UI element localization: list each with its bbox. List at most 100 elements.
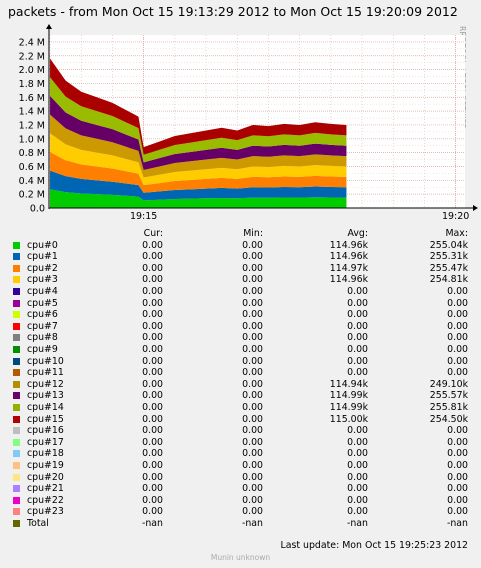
legend-avg: 0.00 [347,297,368,309]
legend-row: cpu#6 0.00 0.00 0.00 0.00 [0,309,481,321]
legend-min: 0.00 [242,448,263,460]
legend-min: 0.00 [242,471,263,483]
legend-min: 0.00 [242,378,263,390]
series-area [50,114,347,178]
legend-name: cpu#9 [27,344,58,355]
y-tick-label: 1.0 M [19,134,45,145]
legend-min: 0.00 [242,460,263,471]
legend-swatch [13,473,20,481]
legend-avg: 0.00 [347,344,368,355]
legend-cur: 0.00 [142,506,163,518]
legend-header-cur: Cur: [143,228,163,239]
legend-min: 0.00 [242,355,263,367]
y-tick-label: 1.4 M [19,107,45,118]
legend-swatch [13,404,20,411]
legend-cur: 0.00 [142,320,163,332]
legend-name: cpu#2 [27,262,58,274]
legend-avg: -nan [346,518,368,529]
legend-row: cpu#11 0.00 0.00 0.00 0.00 [0,367,481,379]
legend-min: 0.00 [242,309,263,321]
series-area [50,58,347,155]
legend-avg: 0.00 [347,286,368,297]
legend-name: cpu#13 [27,390,64,402]
y-tick-label: 2.2 M [19,51,45,62]
y-axis-arrow [46,24,52,29]
legend-swatch [13,508,20,516]
legend-max: 0.00 [447,471,468,483]
legend-cur: 0.00 [142,413,163,425]
legend-min: 0.00 [242,344,263,355]
legend-name: cpu#22 [27,494,64,506]
legend-max: 0.00 [447,448,468,460]
legend-swatch [13,450,20,458]
legend-name: cpu#14 [27,402,64,413]
y-tick-label: 0.8 M [19,148,45,159]
legend-max: 255.57k [429,390,468,402]
legend-cur: 0.00 [142,483,163,495]
legend-min: 0.00 [242,239,263,251]
legend-max: -nan [446,518,468,529]
legend-swatch [13,322,20,330]
series-area [50,189,347,208]
legend-cur: 0.00 [142,494,163,506]
legend-max: 0.00 [447,483,468,495]
legend-min: 0.00 [242,390,263,402]
legend-row: cpu#3 0.00 0.00 114.96k 254.81k [0,274,481,286]
legend-avg: 0.00 [347,436,368,448]
legend-min: 0.00 [242,274,263,286]
legend-cur: 0.00 [142,309,163,321]
legend-swatch [13,311,20,319]
legend-avg: 0.00 [347,425,368,437]
legend-swatch [13,392,20,400]
legend-min: -nan [241,518,263,529]
legend-avg: 114.94k [329,378,368,390]
legend-row: cpu#2 0.00 0.00 114.97k 255.47k [0,263,481,275]
legend-name: cpu#11 [27,367,64,379]
legend-row: cpu#17 0.00 0.00 0.00 0.00 [0,437,481,449]
legend-row: cpu#0 0.00 0.00 114.96k 255.04k [0,240,481,252]
legend-row: cpu#18 0.00 0.00 0.00 0.00 [0,448,481,460]
series-area [50,170,347,201]
legend-cur: 0.00 [142,436,163,448]
series-area [50,95,347,170]
legend-avg: 114.97k [329,262,368,274]
legend-name: cpu#3 [27,274,58,286]
legend-avg: 114.99k [329,402,368,413]
legend-min: 0.00 [242,436,263,448]
legend-avg: 115.00k [329,413,368,425]
legend-row: cpu#21 0.00 0.00 0.00 0.00 [0,483,481,495]
x-tick-label: 19:15 [130,211,157,222]
legend-name: cpu#5 [27,297,58,309]
series-area [50,77,347,163]
legend-swatch [13,288,20,295]
legend-cur: 0.00 [142,239,163,251]
legend-row: cpu#16 0.00 0.00 0.00 0.00 [0,425,481,437]
legend-max: 255.31k [429,251,468,263]
legend-avg: 0.00 [347,332,368,344]
legend-swatch [13,276,20,284]
legend-name: cpu#17 [27,436,64,448]
legend-min: 0.00 [242,413,263,425]
legend-cur: 0.00 [142,448,163,460]
legend-avg: 114.96k [329,251,368,263]
last-update: Last update: Mon Oct 15 19:25:23 2012 [280,540,468,551]
legend-name: cpu#0 [27,239,58,251]
y-tick-label: 0.0 [30,204,45,215]
legend-max: 0.00 [447,332,468,344]
legend-min: 0.00 [242,425,263,437]
legend-avg: 0.00 [347,483,368,495]
legend-avg: 0.00 [347,309,368,321]
legend-max: 0.00 [447,320,468,332]
legend-swatch [13,334,20,342]
legend-name: cpu#4 [27,286,58,297]
legend-max: 254.81k [429,274,468,286]
legend-min: 0.00 [242,506,263,518]
legend-swatch [13,264,20,272]
y-tick-label: 0.4 M [19,176,45,187]
legend-avg: 0.00 [347,506,368,518]
legend-cur: 0.00 [142,390,163,402]
y-tick-label: 2.4 M [19,37,45,48]
legend-cur: 0.00 [142,425,163,437]
legend-cur: 0.00 [142,355,163,367]
legend-cur: 0.00 [142,367,163,379]
